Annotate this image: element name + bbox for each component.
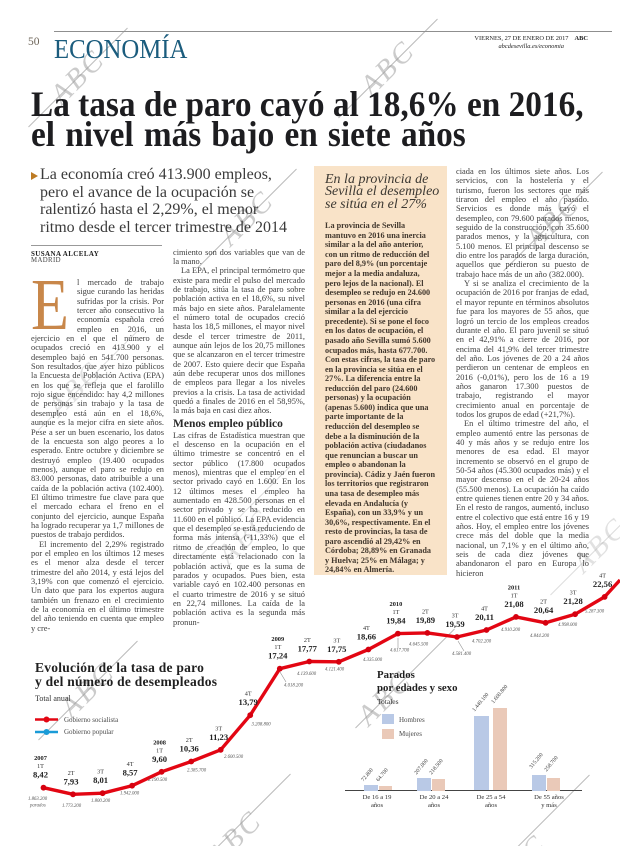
svg-text:4.121.400: 4.121.400 (325, 668, 345, 673)
svg-text:17,77: 17,77 (298, 644, 318, 654)
svg-text:9,60: 9,60 (152, 754, 167, 764)
svg-text:20,64: 20,64 (534, 605, 554, 615)
svg-text:11,23: 11,23 (209, 732, 228, 742)
svg-text:1T: 1T (392, 609, 399, 616)
svg-text:8,42: 8,42 (33, 770, 48, 780)
svg-text:22,56: 22,56 (593, 579, 613, 589)
svg-text:8,01: 8,01 (93, 775, 108, 785)
svg-text:17,24: 17,24 (268, 651, 288, 661)
svg-text:4T: 4T (599, 572, 606, 579)
svg-text:1.863.200: 1.863.200 (28, 797, 48, 802)
svg-text:5.287.300: 5.287.300 (585, 610, 605, 615)
svg-text:4.998.000: 4.998.000 (558, 623, 578, 628)
svg-text:17,75: 17,75 (327, 644, 346, 654)
svg-text:4.581.400: 4.581.400 (452, 652, 472, 657)
svg-text:8,57: 8,57 (123, 768, 139, 778)
svg-text:18,66: 18,66 (357, 632, 377, 642)
svg-text:2011: 2011 (508, 584, 520, 591)
svg-text:1T: 1T (156, 747, 163, 754)
svg-text:10,36: 10,36 (180, 744, 200, 754)
svg-text:3T: 3T (452, 613, 459, 620)
svg-text:4.335.000: 4.335.000 (363, 658, 383, 663)
svg-text:1T: 1T (511, 592, 518, 599)
svg-text:3T: 3T (570, 590, 577, 597)
svg-text:2T: 2T (422, 608, 429, 615)
svg-text:4T: 4T (245, 691, 252, 698)
svg-text:3.208.800: 3.208.800 (252, 723, 272, 728)
svg-text:7,93: 7,93 (63, 776, 78, 786)
svg-text:1.800.200: 1.800.200 (91, 799, 111, 804)
svg-text:parados: parados (29, 804, 46, 809)
svg-text:3T: 3T (333, 637, 340, 644)
svg-text:19,84: 19,84 (386, 616, 406, 626)
svg-text:20,11: 20,11 (475, 612, 494, 622)
svg-text:13,79: 13,79 (239, 697, 258, 707)
svg-text:19,59: 19,59 (445, 619, 464, 629)
svg-text:2008: 2008 (153, 739, 166, 746)
svg-text:2009: 2009 (271, 636, 284, 643)
svg-text:2T: 2T (68, 770, 75, 777)
svg-text:2.385.700: 2.385.700 (187, 769, 207, 774)
svg-text:4.139.600: 4.139.600 (297, 672, 317, 677)
svg-text:4.910.200: 4.910.200 (501, 628, 521, 633)
svg-text:1T: 1T (37, 763, 44, 770)
svg-text:4.018.200: 4.018.200 (284, 684, 304, 689)
svg-text:4T: 4T (127, 761, 134, 768)
svg-text:4T: 4T (363, 625, 370, 632)
svg-text:4.844.200: 4.844.200 (530, 634, 550, 639)
svg-text:2T: 2T (540, 598, 547, 605)
svg-text:1.773.200: 1.773.200 (62, 804, 82, 809)
svg-text:3T: 3T (215, 725, 222, 732)
svg-text:2010: 2010 (390, 601, 403, 608)
svg-text:2.190.500: 2.190.500 (148, 778, 168, 783)
svg-text:1.942.000: 1.942.000 (120, 792, 140, 797)
svg-text:3T: 3T (97, 769, 104, 776)
svg-text:2T: 2T (304, 637, 311, 644)
svg-text:2T: 2T (186, 737, 193, 744)
svg-text:19,89: 19,89 (416, 615, 435, 625)
svg-text:4T: 4T (481, 606, 488, 613)
svg-text:4.617.700: 4.617.700 (390, 649, 410, 654)
svg-text:21,08: 21,08 (504, 599, 524, 609)
svg-text:21,28: 21,28 (563, 596, 583, 606)
svg-text:4.645.500: 4.645.500 (409, 643, 429, 648)
svg-text:2007: 2007 (34, 755, 48, 762)
svg-text:1T: 1T (274, 644, 281, 651)
svg-text:4.702.200: 4.702.200 (472, 640, 492, 645)
svg-text:2.600.500: 2.600.500 (224, 755, 244, 760)
